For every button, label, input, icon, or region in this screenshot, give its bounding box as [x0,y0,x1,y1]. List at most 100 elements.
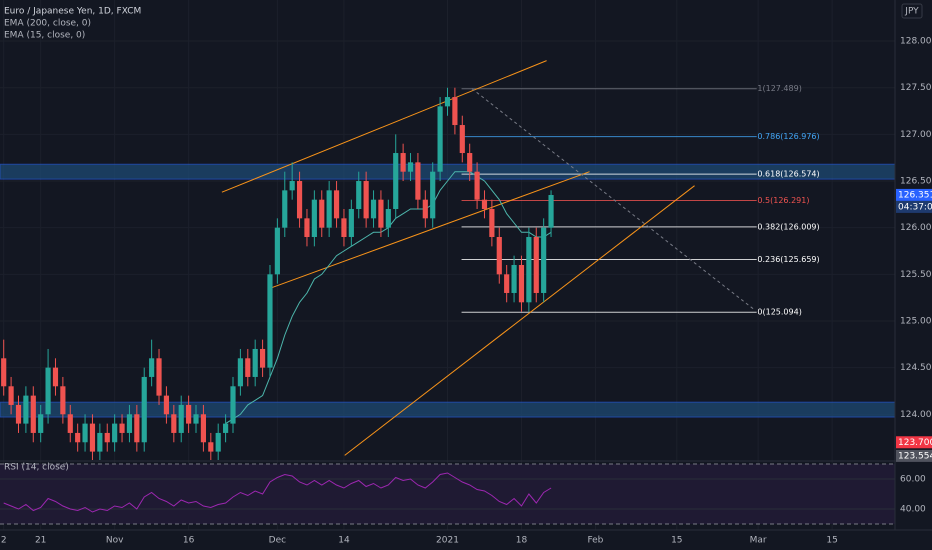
candle-body [15,404,22,424]
candle-body [1,358,7,387]
x-tick-label: 15 [826,536,837,546]
candle-body [52,367,59,387]
candle-body [193,414,199,424]
candle-body [252,348,258,377]
x-tick-label: Feb [587,536,603,546]
candle-body [341,218,347,237]
x-tick-label: 14 [338,536,350,546]
x-tick-label: 2 [1,536,7,546]
candle-body [267,274,273,368]
rsi-title: RSI (14, close) [4,463,69,473]
candle-body [23,395,29,424]
price-label: 123.700 [898,438,932,448]
x-tick-label: Mar [750,536,767,546]
candle-body [38,414,44,433]
candle-body [511,264,517,293]
zone [0,163,895,180]
candle-body [282,190,288,228]
candle-body [378,199,384,228]
trendline [344,185,695,456]
main-pane: 1(127.489) 0.786(126.976) 0.618(126.574) 0.… [0,60,895,460]
candle-body [223,423,229,433]
fib-label: 0.786(126.976) [757,132,819,141]
candle-body [289,181,295,191]
candle-body [474,171,480,200]
candle-body [134,414,140,443]
currency-box[interactable] [901,3,923,19]
candle-body [407,162,414,172]
price-label-box [896,436,932,449]
candle-body [163,395,170,415]
candle-body [259,348,266,368]
y-tick-label: 128.000 [900,37,932,47]
candle-body [363,181,369,219]
x-tick-label: 18 [516,536,528,546]
x-tick-label: 15 [671,536,682,546]
axes: 128.000 127.500 127.000 126.500 126.000 125.5… [1,37,932,546]
candle-body [437,106,443,172]
rsi-tick-label: 60.00 [900,474,926,484]
candle-body [45,367,51,415]
fib-label: 0.236(125.659) [757,255,819,264]
candle-body [274,227,280,275]
candle-body [526,236,532,303]
x-tick-label: Nov [106,536,124,546]
price-label: 123.554 [898,451,932,461]
fib-label: 0(125.094) [757,308,801,317]
candle-body [171,414,177,433]
candle-body [415,162,421,200]
candle-body [119,423,125,433]
candle-body [326,190,332,228]
candle-body [541,227,547,293]
candle-body [370,199,377,219]
candle-body [237,358,243,387]
candle-body [296,181,303,219]
candle-body [149,358,155,377]
x-tick-label: 2021 [436,536,459,546]
countdown: 04:37:00 [898,202,932,212]
candle-body [533,236,539,293]
y-tick-label: 126.000 [900,223,932,233]
candle-body [126,414,133,433]
candle-body [215,432,221,452]
y-tick-label: 126.500 [900,177,932,187]
candle-body [245,358,251,377]
rsi-pane [0,463,895,525]
candle-body [178,404,184,433]
rsi-line [3,472,552,513]
candle-body [356,181,362,210]
candle-body [60,386,66,415]
y-tick-label: 125.000 [900,316,932,326]
candle-body [230,386,236,424]
candle-body [89,423,96,452]
candle-body [444,97,451,107]
legend-entry: EMA (15, close, 0) [4,31,85,41]
candle-body [452,97,458,126]
candle-body [311,199,317,237]
y-tick-label: 124.500 [900,363,932,373]
candle-body [548,195,554,228]
fib-label: 0.382(126.009) [757,222,819,231]
candle-body [200,414,206,443]
candle-body [304,218,310,237]
y-tick-label: 127.500 [900,83,932,93]
zone [0,401,895,418]
candle-body [141,376,147,443]
candle-body [97,432,103,452]
candle-body [393,153,399,210]
price-label-box [896,449,932,462]
candle-body [430,171,436,219]
candle-body [481,199,488,210]
candle-body [112,423,118,443]
candle-body [496,236,502,275]
candle-body [208,442,214,452]
x-tick-label: 21 [35,536,46,546]
candle-body [385,209,391,228]
candle-body [504,274,510,293]
candle-body [489,209,495,237]
candle-body [30,395,36,433]
fib-label: 0.5(126.291) [757,196,809,205]
legend-entry: EMA (200, close, 0) [4,19,91,29]
